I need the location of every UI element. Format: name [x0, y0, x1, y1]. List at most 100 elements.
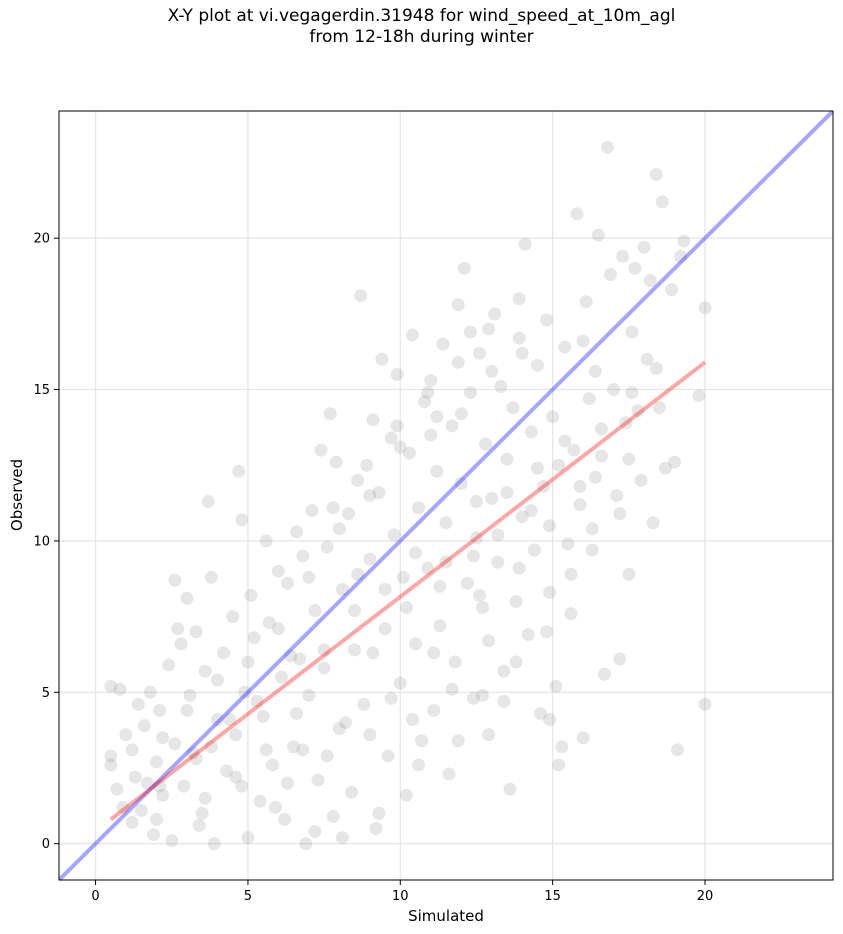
- data-point: [171, 622, 185, 636]
- data-point: [640, 352, 654, 366]
- data-point: [229, 728, 243, 742]
- data-point: [348, 643, 362, 657]
- data-point: [250, 694, 264, 708]
- data-point: [469, 531, 483, 545]
- data-point: [210, 713, 224, 727]
- data-point: [433, 579, 447, 593]
- data-point: [369, 822, 383, 836]
- data-point: [335, 582, 349, 596]
- data-point: [195, 806, 209, 820]
- data-point: [290, 525, 304, 539]
- data-point: [189, 752, 203, 766]
- data-point: [363, 728, 377, 742]
- data-point: [378, 582, 392, 596]
- data-point: [308, 825, 322, 839]
- data-point: [469, 495, 483, 509]
- data-point: [104, 679, 118, 693]
- data-point: [393, 676, 407, 690]
- data-point: [296, 743, 310, 757]
- data-point: [570, 207, 584, 221]
- data-point: [140, 776, 154, 790]
- data-point: [604, 267, 618, 281]
- data-point: [131, 697, 145, 711]
- data-point: [259, 534, 273, 548]
- data-point: [372, 806, 386, 820]
- data-point: [198, 791, 212, 805]
- data-point: [153, 703, 167, 717]
- data-point: [445, 419, 459, 433]
- data-point: [439, 516, 453, 530]
- data-point: [168, 573, 182, 587]
- data-point: [320, 749, 334, 763]
- data-point: [485, 364, 499, 378]
- data-point: [427, 646, 441, 660]
- data-point: [655, 195, 669, 209]
- data-point: [537, 479, 551, 493]
- data-point: [207, 837, 221, 851]
- data-point: [509, 594, 523, 608]
- data-point: [302, 570, 316, 584]
- data-point: [646, 516, 660, 530]
- data-point: [189, 625, 203, 639]
- data-point: [607, 383, 621, 397]
- data-point: [634, 473, 648, 487]
- grid: [59, 111, 833, 880]
- data-point: [521, 628, 535, 642]
- data-point: [674, 249, 688, 263]
- data-point: [454, 407, 468, 421]
- data-point: [143, 685, 157, 699]
- data-point: [530, 461, 544, 475]
- data-point: [329, 455, 343, 469]
- data-point: [558, 434, 572, 448]
- data-point: [384, 431, 398, 445]
- data-point: [351, 473, 365, 487]
- data-point: [405, 328, 419, 342]
- data-point: [576, 731, 590, 745]
- data-point: [677, 234, 691, 248]
- data-point: [421, 386, 435, 400]
- data-point: [479, 437, 493, 451]
- data-point: [552, 458, 566, 472]
- data-point: [156, 731, 170, 745]
- data-point: [186, 746, 200, 760]
- data-point: [601, 140, 615, 154]
- data-point: [543, 519, 557, 533]
- data-point: [445, 682, 459, 696]
- data-point: [415, 734, 429, 748]
- data-point: [177, 779, 191, 793]
- data-point: [485, 492, 499, 506]
- data-point: [335, 831, 349, 845]
- data-point: [354, 289, 368, 303]
- data-point: [433, 619, 447, 633]
- data-point: [515, 346, 529, 360]
- data-point: [424, 428, 438, 442]
- y-tick-label: 15: [33, 383, 50, 398]
- y-axis-label: Observed: [8, 459, 26, 531]
- data-point: [576, 334, 590, 348]
- data-point: [543, 585, 557, 599]
- data-point: [238, 685, 252, 699]
- data-point: [235, 513, 249, 527]
- data-point: [396, 570, 410, 584]
- data-point: [235, 779, 249, 793]
- data-point: [265, 758, 279, 772]
- data-point: [217, 646, 231, 660]
- data-point: [253, 794, 267, 808]
- data-point: [281, 576, 295, 590]
- identity-line: [59, 111, 833, 880]
- data-point: [448, 655, 462, 669]
- data-point: [390, 367, 404, 381]
- data-point: [546, 410, 560, 424]
- data-point: [229, 770, 243, 784]
- data-point: [348, 604, 362, 618]
- data-point: [137, 719, 151, 733]
- x-tick-label: 15: [544, 889, 561, 904]
- data-point: [113, 682, 127, 696]
- data-point: [482, 634, 496, 648]
- data-point: [366, 646, 380, 660]
- data-point: [564, 607, 578, 621]
- data-point: [119, 728, 133, 742]
- data-point: [402, 446, 416, 460]
- data-point: [527, 543, 541, 557]
